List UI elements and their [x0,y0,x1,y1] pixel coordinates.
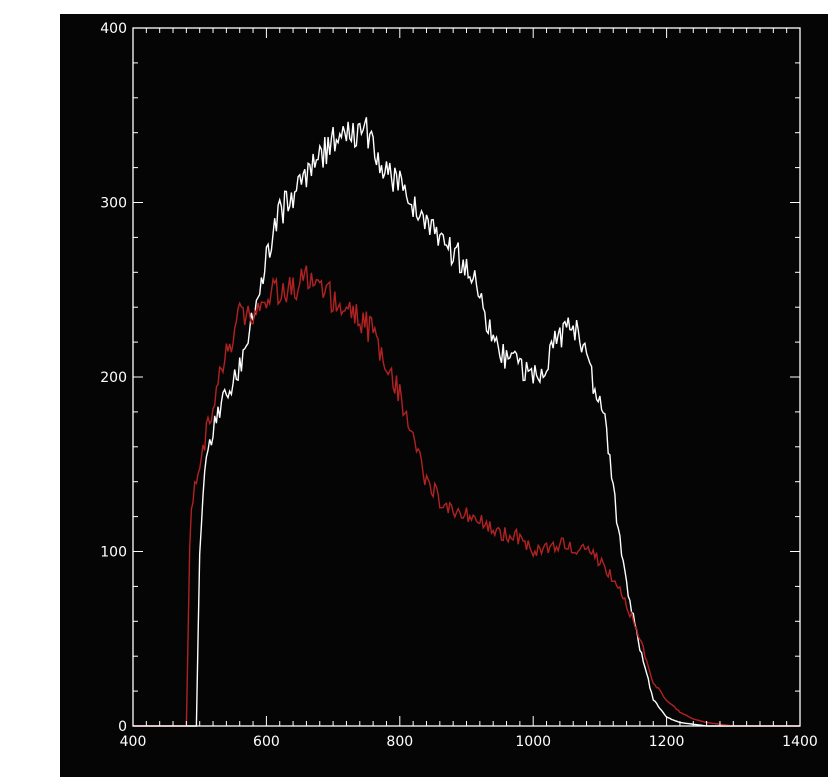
y-tick-label: 100 [100,545,127,561]
x-tick-label: 1200 [649,734,685,750]
x-tick-label: 800 [386,734,413,750]
x-tick-label: 600 [253,734,280,750]
y-tick-label: 200 [100,370,127,386]
x-tick-label: 400 [120,734,147,750]
y-tick-label: 300 [100,196,127,212]
x-tick-label: 1400 [782,734,818,750]
plot-panel: 400 600 800 1000 1200 1400 0 100 200 300 400 [60,14,828,777]
line-chart: 400 600 800 1000 1200 1400 0 100 200 300 400 [100,21,818,750]
y-tick-label: 400 [100,21,127,37]
series-line-1 [133,117,800,727]
y-tick-label: 0 [118,719,127,735]
series-line-2 [133,265,800,727]
plot-frame [132,27,801,727]
x-tick-label: 1000 [515,734,551,750]
